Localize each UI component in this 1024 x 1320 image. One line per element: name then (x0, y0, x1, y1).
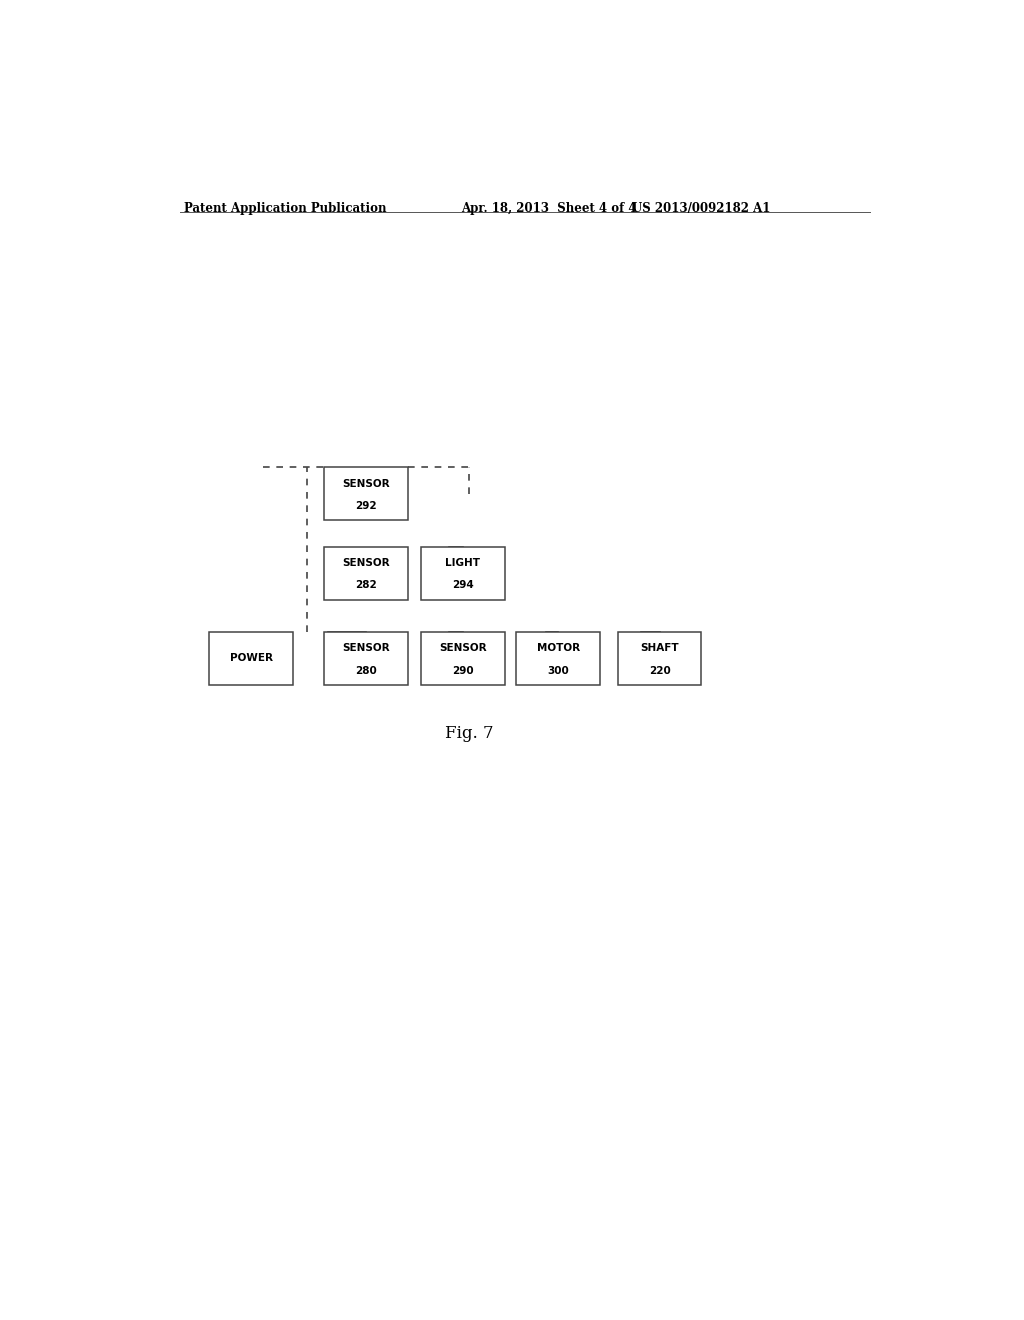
Bar (421, 546, 505, 599)
Text: LIGHT: LIGHT (445, 558, 480, 568)
Bar (325, 632, 408, 685)
Text: SENSOR: SENSOR (342, 479, 390, 488)
Text: MOTOR: MOTOR (537, 643, 580, 653)
Text: 282: 282 (355, 581, 377, 590)
Text: SENSOR: SENSOR (439, 643, 486, 653)
Text: POWER: POWER (229, 653, 272, 664)
Bar (209, 632, 293, 685)
Bar (325, 467, 408, 520)
Bar (618, 632, 701, 685)
Text: Patent Application Publication: Patent Application Publication (183, 202, 386, 215)
Text: Apr. 18, 2013  Sheet 4 of 4: Apr. 18, 2013 Sheet 4 of 4 (461, 202, 637, 215)
Bar (325, 546, 408, 599)
Text: 290: 290 (452, 665, 474, 676)
Bar (421, 632, 505, 685)
Text: 292: 292 (355, 502, 377, 511)
Text: 220: 220 (649, 665, 671, 676)
Text: 294: 294 (452, 581, 474, 590)
Text: SENSOR: SENSOR (342, 643, 390, 653)
Text: 280: 280 (355, 665, 377, 676)
Text: US 2013/0092182 A1: US 2013/0092182 A1 (632, 202, 770, 215)
Text: 300: 300 (547, 665, 569, 676)
Bar (516, 632, 600, 685)
Text: SENSOR: SENSOR (342, 558, 390, 568)
Text: SHAFT: SHAFT (640, 643, 679, 653)
Text: Fig. 7: Fig. 7 (445, 725, 494, 742)
